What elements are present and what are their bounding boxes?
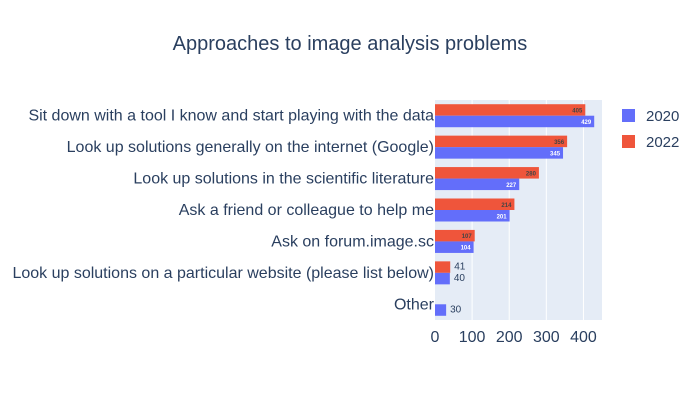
bar-2020: [435, 304, 447, 316]
x-tick-label: 300: [533, 329, 560, 346]
bar-2020: [435, 147, 564, 159]
category-label: Look up solutions in the scientific lite…: [133, 171, 434, 188]
bar-2022: [435, 198, 515, 210]
data-label: 107: [462, 234, 473, 240]
legend-swatch: [622, 135, 635, 148]
bar-2020: [435, 272, 450, 285]
category-label: Ask on forum.image.sc: [271, 233, 434, 250]
bar-2022: [435, 261, 451, 273]
data-label: 214: [501, 203, 512, 209]
category-label: Look up solutions generally on the inter…: [67, 139, 434, 156]
data-label: 30: [450, 305, 462, 316]
data-label: 345: [550, 151, 561, 157]
bar-2020: [435, 241, 474, 253]
legend-swatch: [622, 109, 635, 122]
bar-2020: [435, 178, 520, 191]
category-label: Sit down with a tool I know and start pl…: [28, 108, 434, 125]
data-label: 201: [497, 214, 508, 220]
category-label: Look up solutions on a particular websit…: [12, 265, 434, 282]
legend-label: 2022: [646, 134, 679, 151]
bar-2022: [435, 135, 568, 148]
bar-2022: [435, 167, 539, 179]
data-label: 429: [581, 120, 592, 126]
chart-title: Approaches to image analysis problems: [173, 33, 528, 55]
x-tick-label: 400: [570, 329, 597, 346]
legend-label: 2020: [646, 108, 679, 125]
category-label: Ask a friend or colleague to help me: [179, 202, 434, 219]
data-label: 41: [454, 262, 466, 273]
bar-2020: [435, 210, 510, 222]
bar-2020: [435, 115, 595, 128]
bar-2022: [435, 104, 586, 116]
data-label: 227: [506, 183, 517, 189]
data-label: 356: [554, 140, 565, 146]
x-tick-label: 200: [496, 329, 523, 346]
x-tick-label: 100: [459, 329, 486, 346]
data-label: 104: [461, 246, 472, 252]
category-label: Other: [394, 296, 435, 313]
data-label: 280: [526, 171, 537, 177]
data-label: 405: [572, 108, 583, 114]
data-label: 40: [454, 273, 466, 284]
bar-2022: [435, 229, 475, 242]
x-tick-label: 0: [431, 329, 440, 346]
